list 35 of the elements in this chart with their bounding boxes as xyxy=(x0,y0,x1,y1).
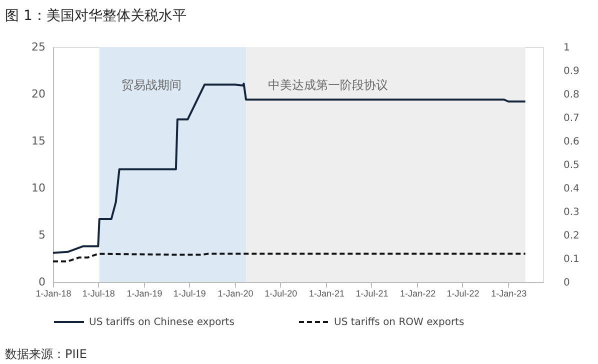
source-note: 数据来源：PIIE xyxy=(5,347,87,361)
x-tick-label: 1-Jul-19 xyxy=(173,288,206,298)
y2-tick-label: 0 xyxy=(564,278,570,288)
y2-tick-label: 0.8 xyxy=(564,90,580,100)
y2-tick-label: 0.6 xyxy=(564,136,580,148)
y2-tick-label: 0.2 xyxy=(564,230,580,242)
x-tick-label: 1-Jan-20 xyxy=(218,288,254,298)
y2-tick-label: 0.4 xyxy=(564,184,580,194)
y-tick-label: 10 xyxy=(32,182,46,194)
x-tick-label: 1-Jan-19 xyxy=(126,288,162,298)
y2-tick-label: 0.9 xyxy=(564,66,580,77)
y-tick-label: 20 xyxy=(32,88,46,100)
x-tick-label: 1-Jul-21 xyxy=(356,288,388,298)
band-label: 贸易战期间 xyxy=(121,78,182,92)
y2-tick-label: 0.5 xyxy=(564,160,580,171)
x-tick-label: 1-Jul-20 xyxy=(264,288,298,298)
x-tick-label: 1-Jan-22 xyxy=(400,288,436,298)
y-tick-label: 25 xyxy=(32,40,46,54)
y-tick-label: 0 xyxy=(38,276,46,288)
x-tick-label: 1-Jul-18 xyxy=(82,288,115,298)
x-tick-label: 1-Jan-18 xyxy=(36,288,72,298)
y2-tick-label: 0.3 xyxy=(564,207,580,218)
y-tick-label: 15 xyxy=(32,134,46,148)
legend-label: US tariffs on ROW exports xyxy=(334,317,464,328)
line-series xyxy=(52,252,526,262)
chart-title: 图 1：美国对华整体关税水平 xyxy=(5,8,186,24)
x-tick-label: 1-Jan-21 xyxy=(309,288,345,298)
y2-tick-label: 1 xyxy=(564,42,570,54)
y2-tick-label: 0.1 xyxy=(564,254,580,265)
band-label: 中美达成第一阶段协议 xyxy=(268,78,388,92)
x-tick-label: 1-Jul-22 xyxy=(446,288,480,298)
y2-tick-label: 0.7 xyxy=(564,113,580,124)
legend-label: US tariffs on Chinese exports xyxy=(89,317,234,328)
y-tick-label: 5 xyxy=(38,228,46,242)
x-tick-label: 1-Jan-23 xyxy=(491,288,527,298)
